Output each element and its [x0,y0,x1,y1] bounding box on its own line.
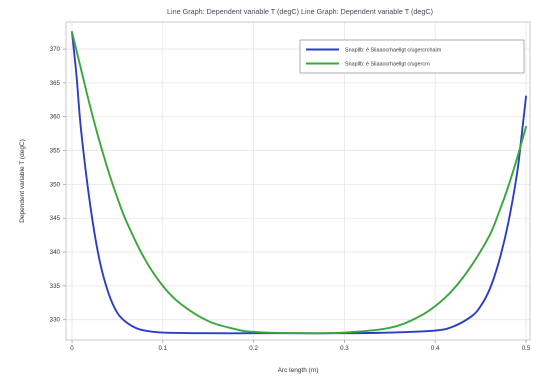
x-tick-label: 0.4 [431,345,440,352]
legend: Snapllb: é Sliaaocrhaellgt c/ugercrchaim… [299,39,525,74]
y-tick-label: 350 [50,181,61,188]
x-tick-label: 0.3 [340,345,349,352]
x-axis-label: Arc length (m) [278,367,319,374]
series-lines [71,31,527,335]
series-line-blue [71,31,527,335]
y-tick-label: 330 [50,317,61,324]
y-axis-label: Dependent variable T (degC) [19,139,26,223]
y-tick-label: 335 [50,283,61,290]
legend-entry-blue: Snapllb: é Sliaaocrhaellgt c/ugercrchaim [345,48,442,54]
x-tick-label: 0.2 [249,345,258,352]
legend-entry-green: Snapllb: é Sliaaocrhaellgt c/ugercrn [345,62,430,68]
x-tick-label: 0.5 [522,345,531,352]
y-tick-label: 340 [50,249,61,256]
y-tick-label: 365 [50,80,61,87]
y-tick-label: 370 [50,46,61,53]
grid [66,22,530,340]
chart-title: Line Graph: Dependent variable T (degC) … [167,7,433,16]
y-tick-label: 360 [50,114,61,121]
plot-area-frame [65,21,531,341]
y-tick-label: 355 [50,148,61,155]
series-line-green [71,31,527,335]
legend-box [299,39,525,74]
axis-ticks: 0 0.1 0.2 0.3 0.4 0.5 330 335 340 345 350 355 360 365… [50,46,531,352]
x-tick-label: 0 [70,345,74,352]
y-tick-label: 345 [50,215,61,222]
x-tick-label: 0.1 [158,345,167,352]
